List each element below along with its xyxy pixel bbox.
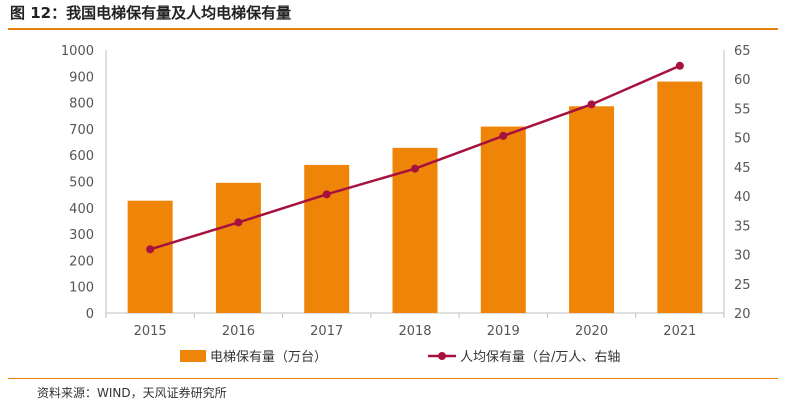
y-left-tick-label: 600 [69, 149, 94, 164]
y-right-tick-label: 20 [734, 307, 751, 322]
x-tick-label: 2016 [222, 324, 255, 339]
bar [392, 147, 438, 313]
y-right-tick-label: 35 [734, 219, 751, 234]
bar [480, 126, 526, 314]
x-tick-label: 2018 [398, 324, 431, 339]
legend-bar-swatch [180, 350, 206, 362]
y-right-tick-label: 55 [734, 102, 751, 117]
x-tick-label: 2019 [487, 324, 520, 339]
line-point [499, 131, 508, 140]
y-right-tick-label: 30 [734, 249, 751, 264]
footer-divider [8, 378, 778, 379]
legend-line-marker [438, 352, 446, 360]
x-tick-label: 2015 [134, 324, 167, 339]
y-right-tick-label: 40 [734, 190, 751, 205]
line-point [587, 100, 596, 109]
y-right-tick-label: 60 [734, 73, 751, 88]
y-left-tick-label: 700 [69, 123, 94, 138]
chart-legend: 电梯保有量（万台） 人均保有量（台/万人、右轴 [180, 350, 620, 365]
line-point [411, 164, 419, 173]
bar-series [127, 81, 703, 314]
line-point [322, 190, 331, 199]
line-point [234, 218, 243, 227]
y-right-tick-label: 25 [734, 278, 751, 293]
y-left-tick-label: 800 [69, 97, 94, 112]
line-point [146, 245, 155, 254]
bar [215, 182, 261, 313]
bar [127, 200, 173, 313]
title-underline [8, 28, 778, 30]
source-note: 资料来源：WIND，天风证券研究所 [37, 386, 227, 400]
combo-chart: 0 100 200 300 400 500 600 700 800 900 1000 20 25 30 35… [61, 44, 751, 365]
bar [569, 106, 615, 313]
y-left-tick-label: 500 [69, 176, 94, 191]
legend-bar-label: 电梯保有量（万台） [210, 350, 327, 365]
y-left-tick-label: 900 [69, 70, 94, 85]
y-left-tick-label: 1000 [61, 44, 94, 59]
tick-labels: 0 100 200 300 400 500 600 700 800 900 1000 20 25 30 35… [61, 44, 751, 339]
chart-title: 图 12：我国电梯保有量及人均电梯保有量 [10, 4, 292, 22]
y-left-tick-label: 200 [69, 254, 94, 269]
bar [657, 81, 703, 313]
y-right-tick-label: 50 [734, 132, 751, 147]
x-tick-label: 2017 [310, 324, 343, 339]
y-right-tick-label: 65 [734, 44, 751, 59]
line-point [675, 61, 684, 70]
bar [304, 164, 350, 313]
legend-line-label: 人均保有量（台/万人、右轴 [460, 350, 620, 365]
x-tick-label: 2021 [663, 324, 696, 339]
y-left-tick-label: 100 [69, 281, 94, 296]
line-series [146, 61, 684, 254]
y-left-tick-label: 400 [69, 202, 94, 217]
y-left-tick-label: 0 [86, 307, 94, 322]
x-tick-label: 2020 [575, 324, 608, 339]
y-right-tick-label: 45 [734, 161, 751, 176]
y-left-tick-label: 300 [69, 228, 94, 243]
